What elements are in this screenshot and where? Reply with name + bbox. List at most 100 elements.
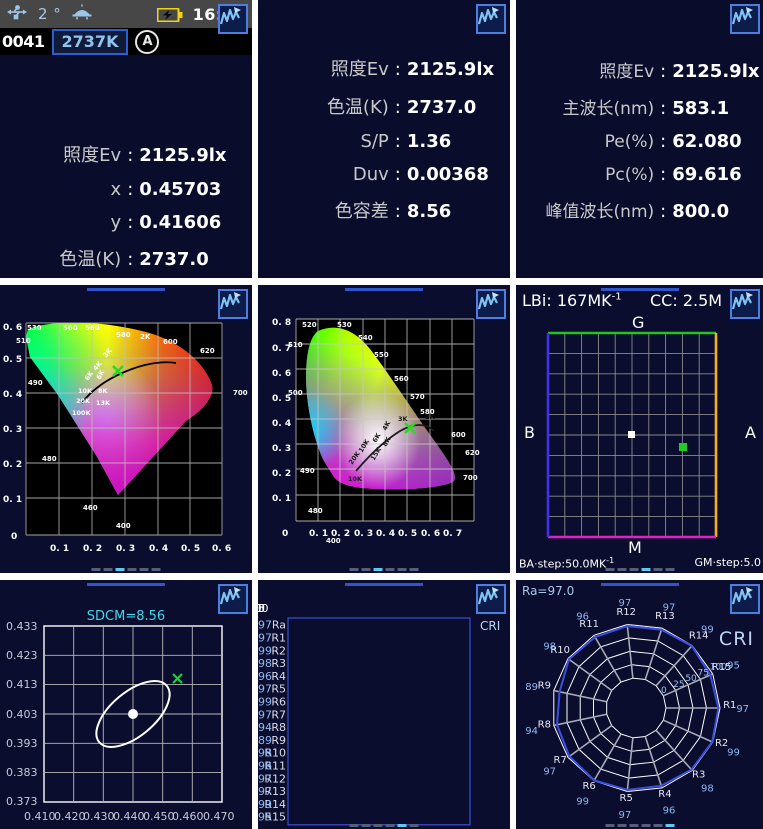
svg-text:0. 8: 0. 8 xyxy=(272,318,291,328)
page-dot[interactable] xyxy=(361,568,371,571)
page-dot[interactable] xyxy=(641,824,651,827)
page-indicator[interactable] xyxy=(91,568,161,571)
readout-value: 800.0 xyxy=(672,200,730,222)
cri-value-label: 96 xyxy=(258,670,272,683)
readout-sep: : xyxy=(660,97,667,119)
page-dot[interactable] xyxy=(617,824,627,827)
radar-value-label: 96 xyxy=(663,805,676,816)
spectrum-icon[interactable] xyxy=(476,4,506,34)
cri-plot-border xyxy=(287,617,471,826)
page-indicator[interactable] xyxy=(349,824,419,827)
page-dot[interactable] xyxy=(617,568,627,571)
svg-text:20K: 20K xyxy=(76,397,91,405)
page-dot[interactable] xyxy=(385,824,395,827)
page-dot[interactable] xyxy=(605,568,615,571)
svg-text:0. 4: 0. 4 xyxy=(272,419,291,429)
spectrum-icon[interactable] xyxy=(218,584,248,614)
auto-mode-badge[interactable]: A xyxy=(135,29,160,54)
tab-indicator xyxy=(87,583,165,586)
radar-series xyxy=(555,625,720,791)
svg-text:530: 530 xyxy=(337,321,352,329)
readout-row: 照度Ev : 2125.9lx xyxy=(6,141,246,167)
page-indicator[interactable] xyxy=(349,568,419,571)
page-dot[interactable] xyxy=(665,568,675,571)
ba-step-readout: BA·step:50.0MK-1 xyxy=(519,556,614,571)
svg-text:550: 550 xyxy=(374,351,389,359)
radar-category-label: R7 xyxy=(554,755,567,766)
svg-text:0: 0 xyxy=(282,529,288,539)
axis-label-a: A xyxy=(745,423,756,442)
cri-category-label: R14 xyxy=(264,798,286,811)
spectrum-icon[interactable] xyxy=(730,584,760,614)
page-dot[interactable] xyxy=(653,568,663,571)
gm-step-readout: GM·step:5.0 xyxy=(694,556,761,569)
cct-tab[interactable]: 2737K xyxy=(51,28,129,55)
radar-spoke xyxy=(567,657,613,692)
radar-spoke xyxy=(663,719,714,743)
radar-spoke xyxy=(593,733,622,782)
page-dot[interactable] xyxy=(361,824,371,827)
readout-label: 色温(K) xyxy=(59,249,122,270)
radar-value-label: 89 xyxy=(525,682,538,693)
panel-cie-uv-diagram: 530 560 560 580 2K 600 620 510 700 490 480 460… xyxy=(0,285,252,573)
readout-sep: : xyxy=(127,145,134,166)
spectrum-icon[interactable] xyxy=(218,289,248,319)
record-index: 0041 xyxy=(2,32,45,51)
page-dot-active[interactable] xyxy=(665,824,675,827)
page-dot[interactable] xyxy=(629,568,639,571)
readout-label: 主波长(nm) xyxy=(562,98,655,119)
cri-value-label: 94 xyxy=(258,721,272,734)
page-dot[interactable] xyxy=(349,568,359,571)
page-indicator[interactable] xyxy=(605,568,675,571)
radar-value-label: 98 xyxy=(701,783,714,794)
readout-row: 峰值波长(nm) : 800.0 xyxy=(522,197,758,222)
tab-indicator xyxy=(601,583,679,586)
page-indicator[interactable] xyxy=(605,824,675,827)
svg-text:600: 600 xyxy=(163,338,178,346)
svg-text:0. 2: 0. 2 xyxy=(331,529,350,539)
page-dot[interactable] xyxy=(385,568,395,571)
page-dot-active[interactable] xyxy=(641,568,651,571)
page-dot[interactable] xyxy=(139,568,149,571)
page-dot[interactable] xyxy=(409,568,419,571)
svg-text:0.430: 0.430 xyxy=(83,810,115,823)
axis-label-g: G xyxy=(632,313,645,332)
svg-text:620: 620 xyxy=(465,449,480,457)
spectrum-icon[interactable] xyxy=(476,289,506,319)
page-dot[interactable] xyxy=(653,824,663,827)
svg-text:0. 6: 0. 6 xyxy=(421,529,440,539)
page-dot[interactable] xyxy=(103,568,113,571)
readout-row: y : 0.41606 xyxy=(6,212,246,233)
svg-text:0.450: 0.450 xyxy=(143,810,175,823)
spectrum-icon[interactable] xyxy=(218,4,248,34)
page-dot[interactable] xyxy=(629,824,639,827)
page-dot[interactable] xyxy=(349,824,359,827)
panel-cie-1931-diagram: 520 530 540 550 560 570 580 600 620 700 510 500… xyxy=(258,285,510,573)
spectrum-icon[interactable] xyxy=(476,584,506,614)
panel-measurement-xy: 2 ° 16:43 0041 2737K xyxy=(0,0,252,278)
page-dot[interactable] xyxy=(91,568,101,571)
page-dot[interactable] xyxy=(397,568,407,571)
readout-row: Pc(%) : 69.616 xyxy=(522,164,758,185)
svg-text:0. 6: 0. 6 xyxy=(3,323,22,333)
readout-sep: : xyxy=(660,200,667,222)
page-dot[interactable] xyxy=(127,568,137,571)
readout-list-cct: 照度Ev : 2125.9lx 色温(K) : 2737.0 S/P : 1.3… xyxy=(258,0,510,278)
radar-ring xyxy=(566,637,708,779)
cc-label: CC: xyxy=(650,291,678,310)
page-dot[interactable] xyxy=(605,824,615,827)
spectrum-icon[interactable] xyxy=(730,289,760,319)
page-dot[interactable] xyxy=(373,824,383,827)
page-dot-active[interactable] xyxy=(373,568,383,571)
svg-text:480: 480 xyxy=(42,455,57,463)
page-dot[interactable] xyxy=(151,568,161,571)
page-dot-active[interactable] xyxy=(115,568,125,571)
readout-label: 色温(K) xyxy=(326,97,389,118)
radar-value-label: 97 xyxy=(543,767,556,778)
readout-sep: : xyxy=(127,212,134,233)
spectrum-icon[interactable] xyxy=(730,4,760,34)
page-dot-active[interactable] xyxy=(397,824,407,827)
page-dot[interactable] xyxy=(409,824,419,827)
